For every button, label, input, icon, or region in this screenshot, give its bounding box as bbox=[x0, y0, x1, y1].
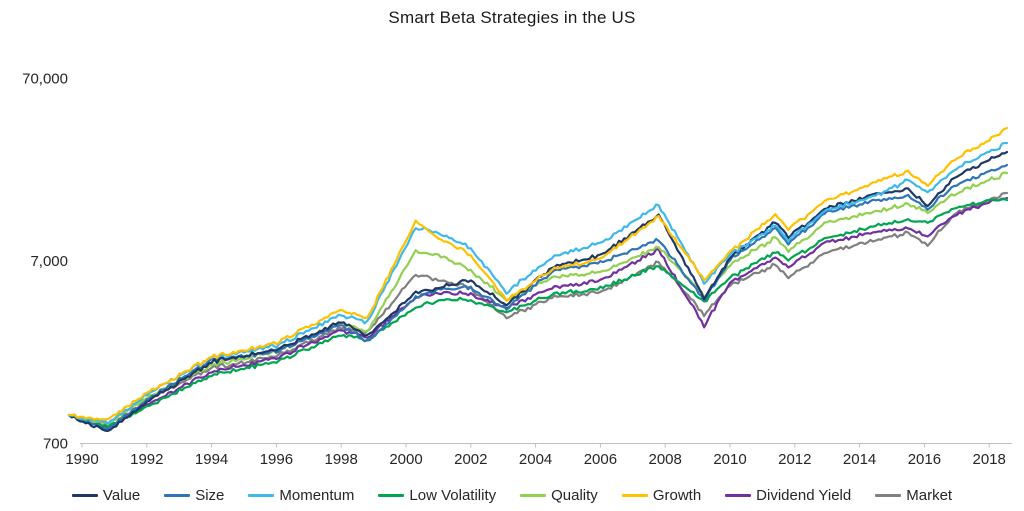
x-axis-label-1996: 1996 bbox=[260, 451, 293, 468]
legend-swatch-size bbox=[164, 494, 191, 497]
x-axis-line bbox=[80, 443, 1012, 448]
legend-label-market: Market bbox=[906, 487, 953, 504]
y-axis-label-70-000: 70,000 bbox=[22, 71, 68, 88]
legend-item-growth: Growth bbox=[621, 487, 702, 504]
x-axis-label-2016: 2016 bbox=[908, 451, 941, 468]
x-axis-label-2012: 2012 bbox=[778, 451, 811, 468]
chart-legend: Value Size Momentum Low Volatility Quality Gr… bbox=[0, 487, 1024, 504]
legend-item-low-volatility: Low Volatility bbox=[378, 487, 496, 504]
legend-swatch-quality bbox=[520, 494, 547, 497]
legend-label-growth: Growth bbox=[652, 487, 702, 504]
x-axis-label-1994: 1994 bbox=[195, 451, 228, 468]
legend-swatch-momentum bbox=[248, 494, 275, 497]
legend-item-momentum: Momentum bbox=[248, 487, 354, 504]
legend-label-momentum: Momentum bbox=[279, 487, 355, 504]
y-axis-label-700: 700 bbox=[43, 436, 68, 453]
legend-item-dividend-yield: Dividend Yield bbox=[725, 487, 851, 504]
legend-label-size: Size bbox=[195, 487, 225, 504]
series-line-quality bbox=[67, 171, 1009, 425]
chart-title: Smart Beta Strategies in the US bbox=[388, 8, 636, 27]
x-axis-label-2000: 2000 bbox=[389, 451, 422, 468]
x-axis-label-1990: 1990 bbox=[65, 451, 98, 468]
x-axis-label-1992: 1992 bbox=[130, 451, 163, 468]
x-axis-label-2014: 2014 bbox=[843, 451, 876, 468]
legend-item-size: Size bbox=[164, 487, 224, 504]
series-line-growth bbox=[67, 126, 1009, 421]
legend-swatch-growth bbox=[621, 494, 648, 497]
legend-label-low-volatility: Low Volatility bbox=[409, 487, 497, 504]
x-axis-label-1998: 1998 bbox=[325, 451, 358, 468]
legend-label-quality: Quality bbox=[551, 487, 598, 504]
legend-item-value: Value bbox=[71, 487, 141, 504]
x-axis-label-2018: 2018 bbox=[973, 451, 1006, 468]
x-axis-label-2004: 2004 bbox=[519, 451, 552, 468]
legend-swatch-value bbox=[71, 494, 98, 497]
legend-swatch-dividend-yield bbox=[725, 494, 752, 497]
plot-area: 1990 1992 1994 1996 1998 2000 2002 2004 2006 2008… bbox=[22, 71, 1012, 468]
legend-item-quality: Quality bbox=[520, 487, 598, 504]
x-axis-label-2010: 2010 bbox=[713, 451, 746, 468]
legend-label-dividend-yield: Dividend Yield bbox=[756, 487, 852, 504]
series-line-market bbox=[67, 191, 1009, 429]
series-line-low-volatility bbox=[67, 198, 1009, 428]
series-line-dividend-yield bbox=[67, 196, 1009, 430]
x-axis-label-2002: 2002 bbox=[454, 451, 487, 468]
legend-swatch-market bbox=[875, 494, 902, 497]
x-axis-label-2008: 2008 bbox=[649, 451, 682, 468]
legend-item-market: Market bbox=[875, 487, 952, 504]
legend-swatch-low-volatility bbox=[378, 494, 405, 497]
series-line-momentum bbox=[67, 141, 1009, 425]
y-axis-label-7-000: 7,000 bbox=[30, 253, 68, 270]
x-axis-label-2006: 2006 bbox=[584, 451, 617, 468]
legend-label-value: Value bbox=[102, 487, 141, 504]
